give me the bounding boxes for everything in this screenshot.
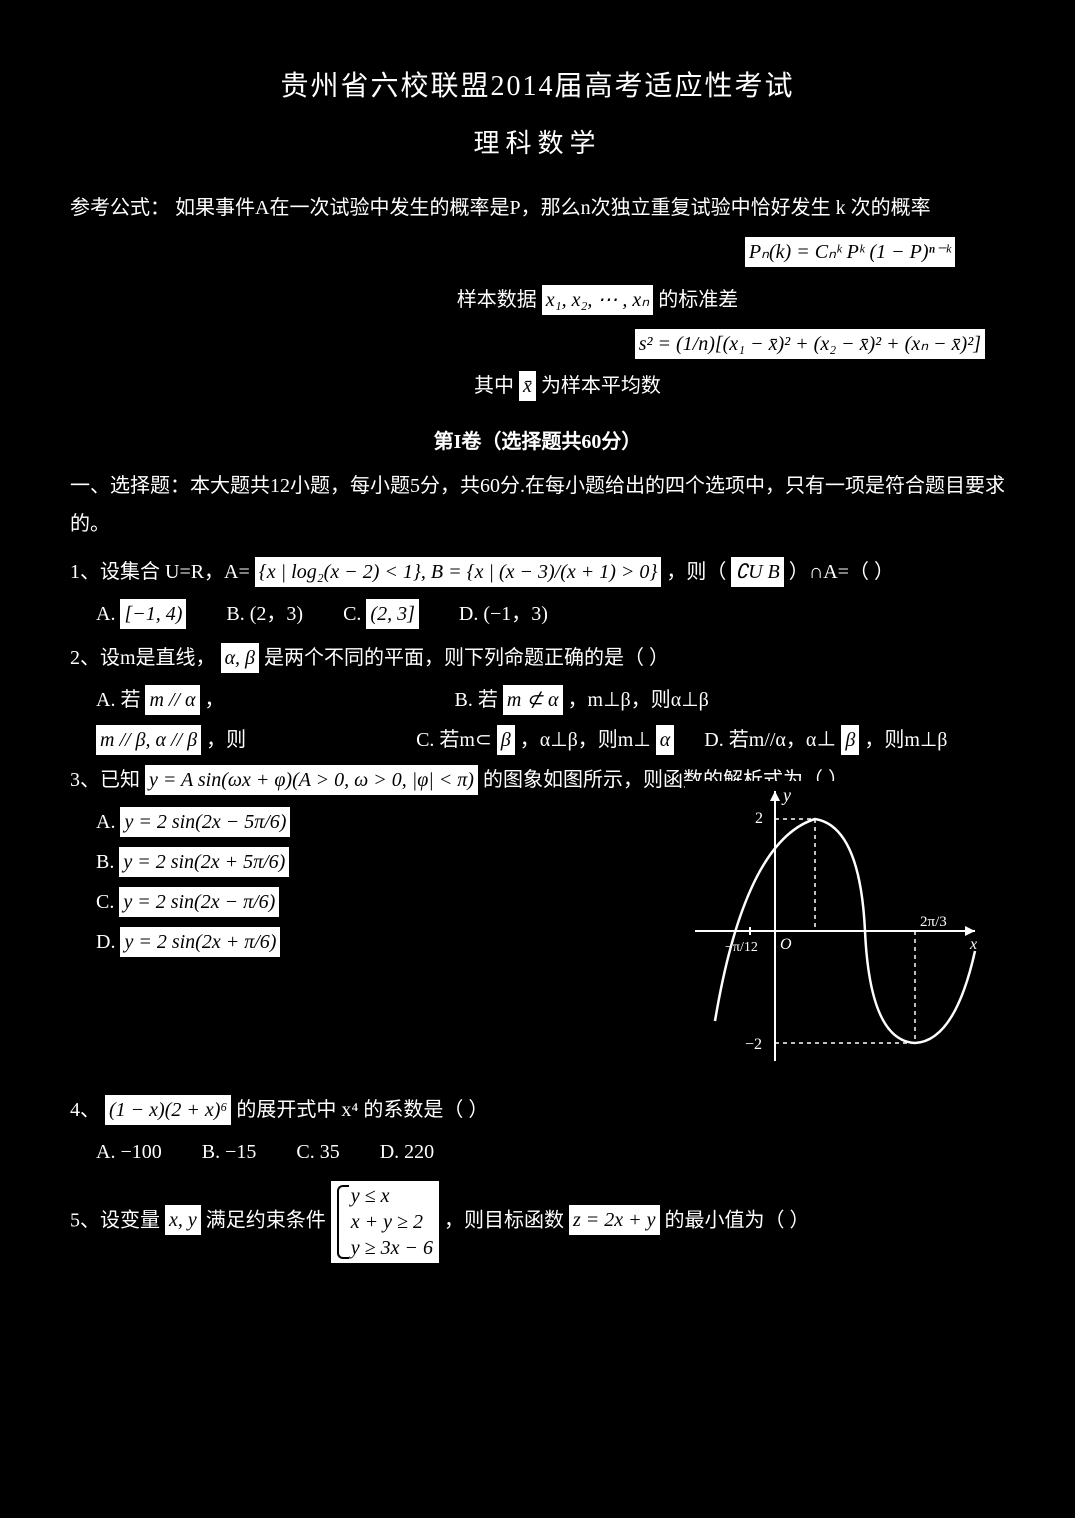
q2-B-prefix: B. 若 — [455, 689, 498, 711]
q5-sys1: y ≤ x — [351, 1183, 433, 1209]
section1-instruction: 一、选择题：本大题共12小题，每小题5分，共60分.在每小题给出的四个选项中，只… — [70, 467, 1005, 543]
q1-A-label: A. — [96, 603, 115, 625]
q2-A-prefix: A. 若 — [96, 689, 140, 711]
question-1: 1、设集合 U=R，A= {x | log₂(x − 2) < 1}, B = … — [70, 553, 1005, 591]
q4-D: D. 220 — [380, 1133, 434, 1171]
q1-options: A. [−1, 4) B. (2，3) C. (2, 3] D. (−1，3) — [96, 595, 1005, 633]
q2-A-suf2: ，则 — [206, 729, 246, 751]
q5-xy: x, y — [165, 1205, 201, 1235]
q3-C-label: C. — [96, 891, 114, 913]
xbar-label: x̄ — [519, 371, 536, 401]
q5-stem-tail: 的最小值为（ ） — [665, 1209, 810, 1231]
chart-ytop: 2 — [755, 810, 763, 827]
q2-C-prefix: C. 若m⊂ — [416, 729, 492, 751]
xbar-note-suffix: 为样本平均数 — [541, 375, 661, 397]
q3-A-label: A. — [96, 811, 115, 833]
q1-B: B. (2，3) — [226, 595, 303, 633]
variance-sample: x₁, x₂, ⋯ , xₙ — [542, 285, 654, 315]
q2-A-cond2: m // β, α // β — [96, 725, 201, 755]
q2-D-prefix: D. 若m//α，α⊥ — [704, 729, 836, 751]
page-title: 贵州省六校联盟2014届高考适应性考试 — [70, 60, 1005, 113]
page-subject: 理科数学 — [70, 119, 1005, 168]
question-4: 4、 (1 − x)(2 + x)⁶ 的展开式中 x⁴ 的系数是（ ） — [70, 1091, 1005, 1129]
q1-stem-prefix: 1、设集合 U=R，A= — [70, 561, 250, 583]
q3-C: y = 2 sin(2x − π/6) — [119, 887, 279, 917]
variance-intro-suffix: 的标准差 — [658, 289, 738, 311]
chart-xleft: −π/12 — [725, 940, 758, 955]
q5-stem-mid: 满足约束条件 — [206, 1209, 326, 1231]
q4-expr: (1 − x)(2 + x)⁶ — [105, 1095, 231, 1125]
q4-C: C. 35 — [296, 1133, 339, 1171]
question-2: 2、设m是直线， α, β 是两个不同的平面，则下列命题正确的是（ ） — [70, 639, 1005, 677]
q3-D-label: D. — [96, 931, 115, 953]
q5-stem-prefix: 5、设变量 — [70, 1209, 160, 1231]
q1-complement: ∁U B — [731, 557, 783, 587]
q3-func: y = A sin(ωx + φ)(A > 0, ω > 0, |φ| < π) — [145, 765, 478, 795]
q3-A: y = 2 sin(2x − 5π/6) — [120, 807, 290, 837]
q2-C-a: α — [656, 725, 675, 755]
bernoulli-formula: Pₙ(k) = Cₙᵏ Pᵏ (1 − P)ⁿ⁻ᵏ — [745, 237, 955, 267]
q2-A-suf1: ， — [205, 689, 225, 711]
variance-formula: s² = (1/n)[(x₁ − x̄)² + (x₂ − x̄)² + (xₙ… — [635, 329, 985, 359]
q5-z: z = 2x + y — [569, 1205, 660, 1235]
q1-D: D. (−1，3) — [459, 595, 548, 633]
q5-sys2: x + y ≥ 2 — [351, 1209, 433, 1235]
q4-stem-prefix: 4、 — [70, 1099, 100, 1121]
q5-sys3: y ≥ 3x − 6 — [351, 1235, 433, 1261]
chart-y-axis-label: y — [781, 785, 791, 805]
q2-C-b: β — [497, 725, 515, 755]
q3-stem-prefix: 3、已知 — [70, 769, 140, 791]
exam-page: 贵州省六校联盟2014届高考适应性考试 理科数学 参考公式： 如果事件A在一次试… — [0, 0, 1075, 1518]
q2-stem-mid1: 是两个不同的平面，则下列命题正确的是（ ） — [264, 647, 669, 669]
chart-ybot: −2 — [745, 1036, 762, 1053]
q2-B-suffix: ，m⊥β，则α⊥β — [568, 689, 709, 711]
q1-A: [−1, 4) — [120, 599, 186, 629]
q5-system: y ≤ x x + y ≥ 2 y ≥ 3x − 6 — [337, 1183, 433, 1261]
section1-heading: 第I卷（选择题共60分） — [70, 423, 1005, 461]
q1-set-expr: {x | log₂(x − 2) < 1}, B = {x | (x − 3)/… — [255, 557, 662, 587]
chart-xright: 2π/3 — [920, 914, 947, 930]
q4-A: A. −100 — [96, 1133, 162, 1171]
q2-options: A. 若 m // α ， B. 若 m ⊄ α ，m⊥β，则α⊥β m // … — [96, 681, 1005, 759]
bernoulli-intro: 如果事件A在一次试验中发生的概率是P，那么n次独立重复试验中恰好发生 k 次的概… — [175, 197, 931, 219]
chart-origin: O — [780, 936, 792, 953]
variance-intro-prefix: 样本数据 — [457, 289, 537, 311]
q5-stem-mid2: ，则目标函数 — [444, 1209, 564, 1231]
q2-D-suffix: ，则m⊥β — [864, 729, 947, 751]
q2-D-b: β — [841, 725, 859, 755]
q1-stem-tail: ）∩A=（ ） — [789, 561, 894, 583]
q4-stem-suffix: 的展开式中 x⁴ 的系数是（ ） — [236, 1099, 488, 1121]
sine-chart: y x 2 −2 −π/12 2π/3 O — [685, 781, 985, 1071]
q1-C-label: C. — [343, 603, 361, 625]
q2-A-cond: m // α — [145, 685, 199, 715]
question-3: 3、已知 y = A sin(ωx + φ)(A > 0, ω > 0, |φ|… — [70, 761, 1005, 1091]
q2-C-mid: ，α⊥β，则m⊥ — [520, 729, 651, 751]
q1-stem-mid: ，则（ — [666, 561, 726, 583]
xbar-note-prefix: 其中 — [474, 375, 514, 397]
reference-formulas: 参考公式： 如果事件A在一次试验中发生的概率是P，那么n次独立重复试验中恰好发生… — [70, 189, 1005, 405]
q2-stem-prefix: 2、设m是直线， — [70, 647, 216, 669]
q1-C: (2, 3] — [366, 599, 418, 629]
q3-D: y = 2 sin(2x + π/6) — [120, 927, 280, 957]
q2-B-cond: m ⊄ α — [503, 685, 563, 715]
q3-B: y = 2 sin(2x + 5π/6) — [119, 847, 289, 877]
q4-B: B. −15 — [202, 1133, 257, 1171]
q4-options: A. −100 B. −15 C. 35 D. 220 — [96, 1133, 1005, 1171]
chart-x-axis-label: x — [969, 936, 977, 953]
question-5: 5、设变量 x, y 满足约束条件 y ≤ x x + y ≥ 2 y ≥ 3x… — [70, 1181, 1005, 1263]
ref-lead: 参考公式： — [70, 197, 170, 219]
q3-B-label: B. — [96, 851, 114, 873]
q2-ab: α, β — [221, 643, 259, 673]
